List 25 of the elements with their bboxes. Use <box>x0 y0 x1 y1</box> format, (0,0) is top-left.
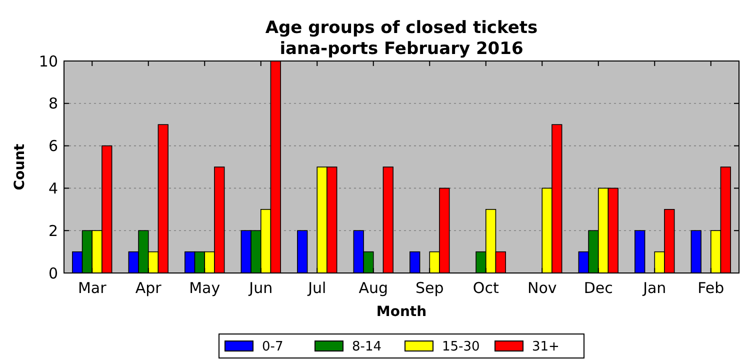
chart-title: Age groups of closed tickets iana-ports February 2016 <box>265 18 538 59</box>
legend-label: 31+ <box>532 340 560 355</box>
x-tick-label: Jul <box>307 279 326 297</box>
legend-label: 15-30 <box>442 340 480 355</box>
x-tick-label: May <box>189 279 220 297</box>
y-tick-label: 10 <box>38 52 58 70</box>
x-tick-label: Jun <box>248 279 273 297</box>
x-tick-label: Jan <box>642 279 666 297</box>
y-tick-label: 0 <box>48 264 58 282</box>
x-tick-label: Aug <box>358 279 388 297</box>
legend-label: 0-7 <box>262 340 284 355</box>
y-tick-label: 6 <box>48 137 58 156</box>
y-axis-title: Count <box>12 143 28 190</box>
x-axis-title: Month <box>376 304 427 320</box>
legend-label: 8-14 <box>352 340 382 355</box>
x-tick-label: Feb <box>698 279 724 297</box>
y-tick-label: 4 <box>48 179 58 198</box>
x-tick-label: Mar <box>78 279 108 297</box>
x-tick-label: Sep <box>415 279 444 297</box>
x-tick-label: Dec <box>584 279 613 297</box>
x-tick-label: Nov <box>527 279 557 297</box>
y-tick-label: 8 <box>48 94 58 113</box>
y-tick-label: 2 <box>48 222 58 240</box>
x-tick-label: Apr <box>135 279 162 297</box>
x-tick-label: Oct <box>472 279 499 297</box>
